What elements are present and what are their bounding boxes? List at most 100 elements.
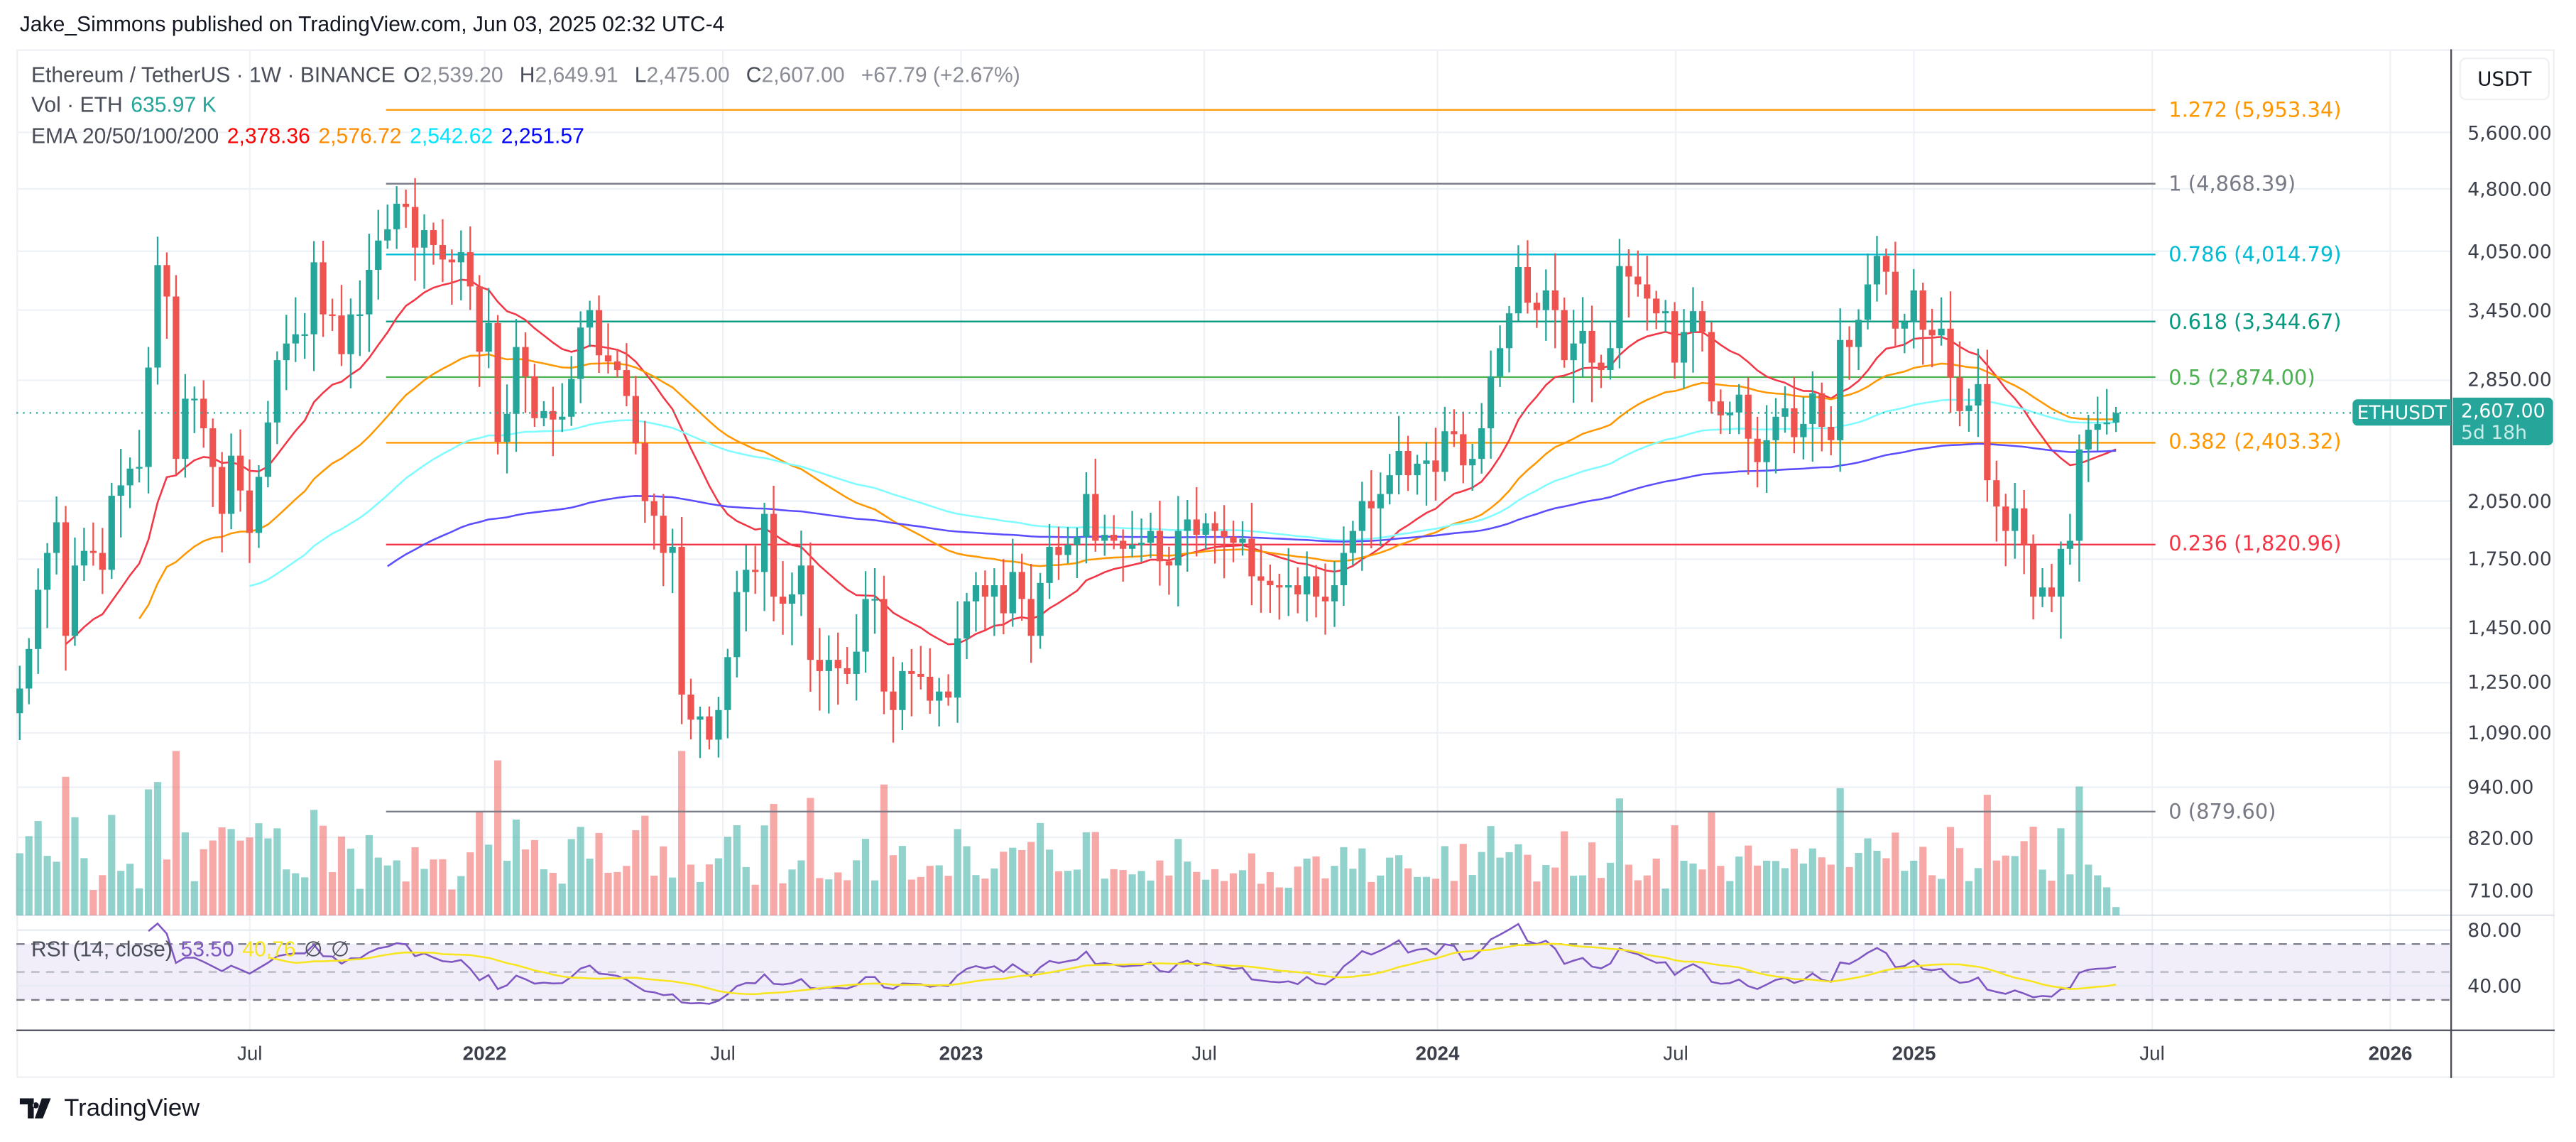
volume-bar bbox=[476, 811, 484, 915]
volume-bar bbox=[705, 864, 714, 915]
candle bbox=[1120, 529, 1127, 582]
volume-bar bbox=[1533, 881, 1541, 915]
volume-bar bbox=[816, 878, 824, 915]
candle bbox=[586, 300, 594, 347]
candle bbox=[1248, 503, 1255, 606]
candle bbox=[1193, 486, 1200, 557]
candle-body bbox=[1892, 271, 1899, 329]
symbol-price-tag: ETHUSDT bbox=[2352, 399, 2452, 426]
candle bbox=[1018, 553, 1025, 621]
candle-body bbox=[43, 553, 51, 590]
volume-bar bbox=[411, 847, 419, 915]
candle bbox=[494, 315, 501, 455]
candle-body bbox=[1469, 459, 1476, 466]
volume-bar bbox=[1579, 875, 1587, 915]
candle bbox=[80, 528, 88, 581]
candle bbox=[981, 570, 989, 630]
candle-body bbox=[743, 570, 750, 592]
candle bbox=[448, 249, 455, 305]
candle-body bbox=[1000, 585, 1007, 614]
ema-label[interactable]: EMA 20/50/100/200 bbox=[31, 123, 219, 148]
candle-body bbox=[375, 240, 382, 270]
volume-bar bbox=[1018, 849, 1026, 915]
candle bbox=[108, 482, 115, 580]
volume-bar bbox=[944, 876, 952, 915]
volume-bar bbox=[1431, 879, 1440, 915]
candle-body bbox=[944, 691, 952, 698]
volume-bar bbox=[898, 846, 906, 915]
volume-bar bbox=[1652, 858, 1660, 915]
candle bbox=[1377, 472, 1384, 546]
candle bbox=[2039, 567, 2046, 607]
volume-bar bbox=[861, 839, 870, 915]
candle bbox=[1404, 435, 1412, 491]
candle-body bbox=[1239, 538, 1246, 543]
candle-body bbox=[613, 361, 621, 371]
candle bbox=[1901, 313, 1908, 354]
volume-bar bbox=[2039, 869, 2046, 915]
candle bbox=[1000, 559, 1007, 635]
candle bbox=[1239, 521, 1246, 556]
candle-body bbox=[1689, 311, 1697, 332]
volume-bar bbox=[1606, 862, 1615, 915]
candle-body bbox=[1588, 330, 1595, 363]
candle-body bbox=[908, 670, 915, 674]
candle bbox=[2066, 513, 2074, 565]
volume-bar bbox=[788, 869, 796, 915]
volume-bar bbox=[264, 838, 272, 915]
candle-body bbox=[1698, 311, 1706, 332]
candle bbox=[531, 364, 538, 428]
candle bbox=[2094, 396, 2101, 451]
candle-body bbox=[862, 599, 869, 652]
currency-button[interactable]: USDT bbox=[2459, 57, 2550, 101]
candle-body bbox=[283, 343, 290, 361]
candle-body bbox=[457, 252, 464, 263]
candle-body bbox=[2103, 423, 2110, 425]
volume-bar bbox=[641, 815, 649, 915]
fib-level-label: 0.618 (3,344.67) bbox=[2168, 308, 2342, 333]
candle-body bbox=[1919, 290, 1926, 330]
candle-body bbox=[1533, 303, 1540, 310]
volume-label[interactable]: Vol · ETH bbox=[31, 92, 123, 117]
publish-line: Jake_Simmons published on TradingView.co… bbox=[19, 11, 725, 36]
volume-bar bbox=[1312, 856, 1320, 915]
candle bbox=[1919, 282, 1926, 365]
candle bbox=[1735, 384, 1742, 435]
candle-body bbox=[963, 601, 971, 638]
candle bbox=[1698, 300, 1706, 352]
volume-bar bbox=[2112, 907, 2120, 915]
candle bbox=[1845, 326, 1853, 380]
tradingview-logo[interactable]: TradingView bbox=[19, 1094, 200, 1122]
candle-body bbox=[301, 334, 308, 337]
symbol-name[interactable]: Ethereum / TetherUS · 1W · BINANCE bbox=[31, 62, 395, 87]
volume-bar bbox=[1808, 848, 1816, 915]
candle-body bbox=[1037, 582, 1044, 636]
volume-bar bbox=[1487, 826, 1495, 915]
volume-bar bbox=[853, 860, 861, 915]
candle bbox=[1515, 245, 1522, 321]
candle bbox=[126, 457, 133, 509]
candle bbox=[669, 528, 676, 594]
candle-body bbox=[1551, 290, 1559, 310]
volume-bar bbox=[880, 784, 888, 915]
candle-body bbox=[255, 477, 263, 533]
rsi-label[interactable]: RSI (14, close) bbox=[31, 936, 173, 962]
candle-body bbox=[1487, 376, 1495, 429]
volume-bar bbox=[521, 849, 530, 915]
volume-bar bbox=[2029, 826, 2037, 915]
candle-body bbox=[1928, 330, 1936, 336]
candle-body bbox=[329, 314, 336, 316]
candle-body bbox=[1579, 330, 1586, 344]
candle-body bbox=[816, 660, 823, 671]
candle-body bbox=[1542, 290, 1549, 310]
volume-bar bbox=[16, 853, 23, 915]
volume-bar bbox=[1119, 870, 1127, 915]
candle-body bbox=[1304, 576, 1311, 594]
candle-body bbox=[1386, 475, 1393, 494]
volume-bar bbox=[779, 883, 787, 915]
volume-value: 635.97 K bbox=[131, 92, 217, 117]
fib-level-label: 1.272 (5,953.34) bbox=[2168, 97, 2342, 121]
candle-body bbox=[200, 398, 207, 429]
price-tick-label: 2,050.00 bbox=[2467, 489, 2552, 513]
